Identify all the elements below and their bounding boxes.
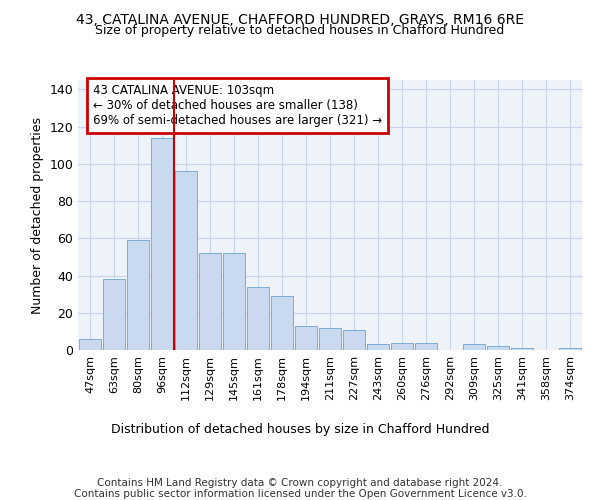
Bar	[295, 326, 317, 350]
Bar	[367, 344, 389, 350]
Bar	[343, 330, 365, 350]
Text: 43, CATALINA AVENUE, CHAFFORD HUNDRED, GRAYS, RM16 6RE: 43, CATALINA AVENUE, CHAFFORD HUNDRED, G…	[76, 12, 524, 26]
Y-axis label: Number of detached properties: Number of detached properties	[31, 116, 44, 314]
Bar	[559, 348, 581, 350]
Text: Contains HM Land Registry data © Crown copyright and database right 2024.: Contains HM Land Registry data © Crown c…	[97, 478, 503, 488]
Bar	[271, 296, 293, 350]
Text: Distribution of detached houses by size in Chafford Hundred: Distribution of detached houses by size …	[111, 422, 489, 436]
Text: Size of property relative to detached houses in Chafford Hundred: Size of property relative to detached ho…	[95, 24, 505, 37]
Bar	[79, 339, 101, 350]
Bar	[223, 253, 245, 350]
Bar	[319, 328, 341, 350]
Bar	[487, 346, 509, 350]
Bar	[199, 253, 221, 350]
Bar	[175, 171, 197, 350]
Text: 43 CATALINA AVENUE: 103sqm
← 30% of detached houses are smaller (138)
69% of sem: 43 CATALINA AVENUE: 103sqm ← 30% of deta…	[93, 84, 382, 127]
Bar	[511, 348, 533, 350]
Bar	[151, 138, 173, 350]
Bar	[103, 279, 125, 350]
Bar	[127, 240, 149, 350]
Bar	[463, 344, 485, 350]
Bar	[391, 342, 413, 350]
Bar	[415, 342, 437, 350]
Bar	[247, 286, 269, 350]
Text: Contains public sector information licensed under the Open Government Licence v3: Contains public sector information licen…	[74, 489, 526, 499]
